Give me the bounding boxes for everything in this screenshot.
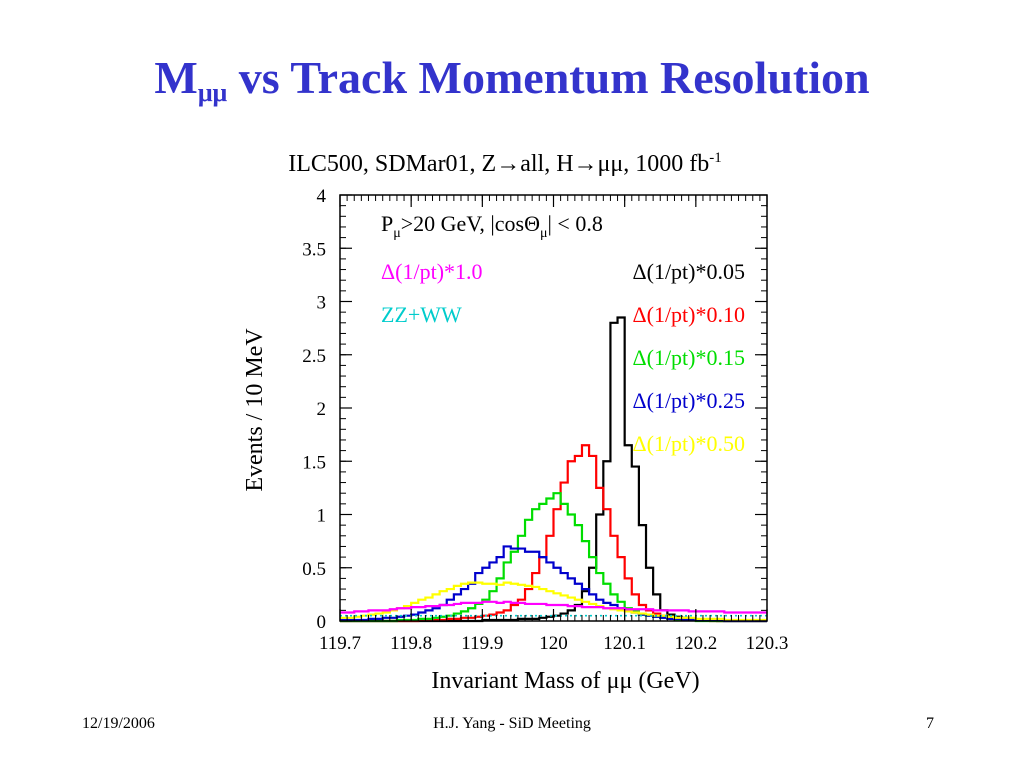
cuts-subscript: μ <box>540 226 548 241</box>
x-tick-label: 119.7 <box>319 633 361 654</box>
y-tick-label: 2 <box>317 399 327 420</box>
legend-entry: Δ(1/pt)*0.05 <box>632 259 745 284</box>
y-tick-label: 0 <box>317 612 327 633</box>
series-line-Δ(1/pt)*0.10 <box>340 444 767 623</box>
slide-title: Mμμ vs Track Momentum Resolution <box>0 48 1024 115</box>
y-axis-label: Events / 10 MeV <box>242 328 268 492</box>
x-tick-label: 120.2 <box>674 633 717 654</box>
x-tick-label: 120.3 <box>746 633 789 654</box>
x-tick-label: 120.1 <box>603 633 646 654</box>
cuts-text: P <box>381 211 393 236</box>
y-tick-label: 1.5 <box>302 452 326 473</box>
cuts-text: | < 0.8 <box>548 211 603 236</box>
y-tick-label: 1 <box>317 506 327 527</box>
legend-entry: Δ(1/pt)*0.10 <box>632 302 745 327</box>
x-tick-label: 120 <box>539 633 568 654</box>
legend-entry: ZZ+WW <box>381 302 462 327</box>
slide-title-subscript: μμ <box>197 78 228 107</box>
x-tick-label: 119.9 <box>461 633 503 654</box>
legend-entry: Δ(1/pt)*1.0 <box>381 259 483 284</box>
footer-date: 12/19/2006 <box>82 715 155 732</box>
footer-author: H.J. Yang - SiD Meeting <box>433 715 591 732</box>
x-axis-label: Invariant Mass of μμ (GeV) <box>431 668 699 694</box>
cuts-text: >20 GeV, |cosΘ <box>401 211 540 236</box>
y-tick-label: 0.5 <box>302 559 326 580</box>
x-tick-label: 119.8 <box>390 633 432 654</box>
plot-frame <box>339 194 768 622</box>
plot-title-text: ILC500, SDMar01, Z→all, H→μμ, 1000 fb <box>288 151 710 177</box>
y-tick-label: 3.5 <box>302 239 326 260</box>
plot-title-superscript: -1 <box>709 150 722 166</box>
legend-entry: Δ(1/pt)*0.15 <box>632 345 745 370</box>
y-tick-label: 2.5 <box>302 346 326 367</box>
histogram-chart: 0 0.5 1 1.5 2 2.5 3 3.5 4 119.7 119.8 119.9 120 120.1… <box>242 186 789 694</box>
legend-entry: Δ(1/pt)*0.50 <box>632 431 745 456</box>
slide-title-main: M <box>154 52 198 103</box>
plot-title: ILC500, SDMar01, Z→all, H→μμ, 1000 fb-1 <box>180 140 830 182</box>
footer-page-number: 7 <box>926 715 934 732</box>
slide-title-rest: vs Track Momentum Resolution <box>227 52 870 103</box>
cuts-label: Pμ>20 GeV, |cosΘμ| < 0.8 <box>381 211 603 241</box>
y-tick-label: 4 <box>317 186 327 207</box>
legend-entry: Δ(1/pt)*0.25 <box>632 388 745 413</box>
cuts-subscript: μ <box>393 226 401 241</box>
series-line-Δ(1/pt)*1.0 <box>340 600 767 614</box>
y-tick-label: 3 <box>317 293 327 314</box>
